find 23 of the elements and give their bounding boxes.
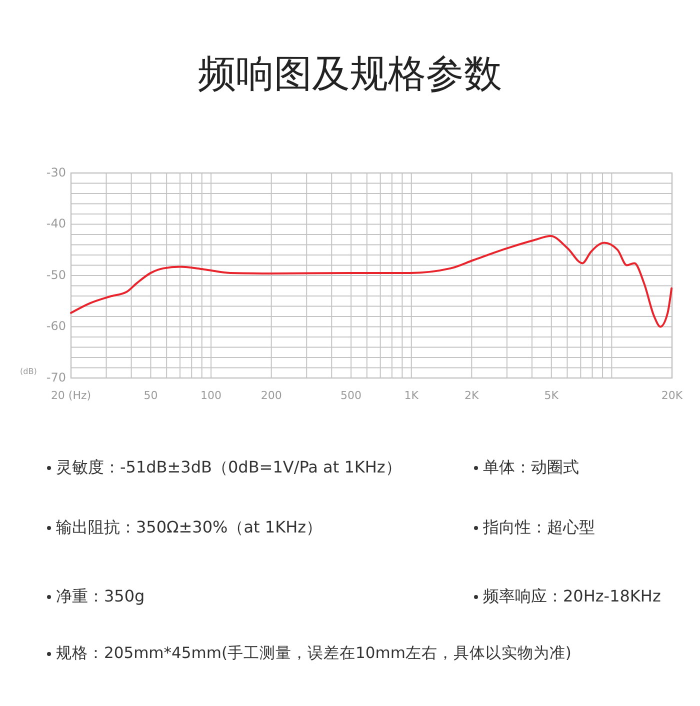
text: 净重：350g (56, 586, 145, 606)
x-tick-label: 50 (144, 389, 158, 402)
y-tick-label: -50 (46, 268, 66, 282)
x-tick-label: 200 (260, 389, 282, 402)
x-tick-label: 100 (200, 389, 222, 402)
text: 规格：205mm*45mm(手工测量，误差在10mm左右，具体以实物为准) (56, 644, 572, 662)
x-tick-label: 20K (661, 389, 684, 402)
y-tick-label: -70 (46, 370, 66, 384)
y-tick-label: -60 (46, 319, 66, 334)
text: 灵敏度：-51dB±3dB（0dB=1V/Pa at 1KHz） (56, 457, 402, 476)
text: 输出阻抗：350Ω±30%（at 1KHz） (56, 517, 322, 536)
y-tick-label: -30 (46, 165, 66, 180)
x-tick-label: 2K (464, 389, 480, 402)
y-tick-label: -40 (46, 216, 66, 231)
x-tick-label: 20 (Hz) (50, 389, 92, 402)
text: 单体：动圈式 (483, 457, 579, 476)
x-tick-label: 500 (340, 389, 362, 402)
text: 频率响应：20Hz-18KHz (483, 586, 661, 606)
text: 指向性：超心型 (482, 517, 595, 536)
y-axis-title: (dB) (20, 367, 37, 376)
x-tick-label: 1K (404, 389, 420, 402)
chart-title: 频响图及规格参数 (198, 51, 502, 96)
x-tick-label: 5K (544, 389, 560, 402)
